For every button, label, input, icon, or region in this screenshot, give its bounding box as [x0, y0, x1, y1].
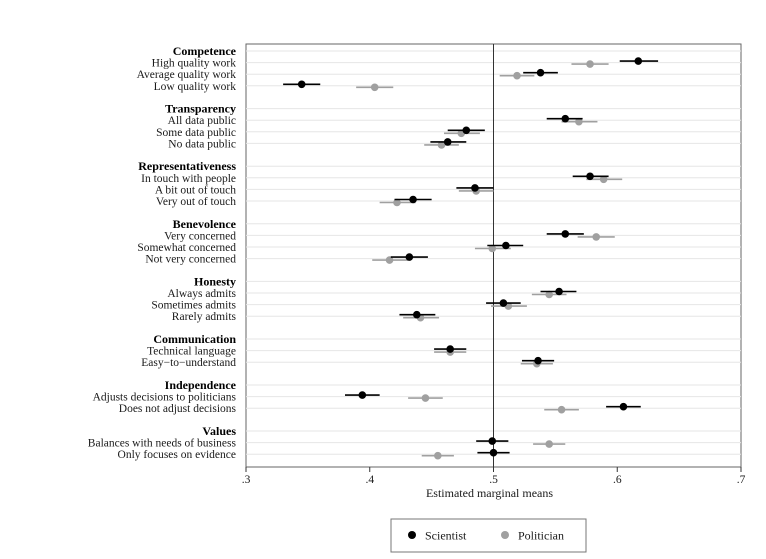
point-scientist [536, 68, 545, 77]
point-scientist [534, 356, 542, 365]
group-header-representativeness: Representativeness [138, 159, 236, 173]
row-label: Technical language [147, 346, 236, 358]
point-scientist [297, 80, 306, 89]
row-label: Average quality work [137, 69, 237, 81]
legend-label-politician: Politician [518, 529, 564, 543]
group-header-communication: Communication [153, 332, 236, 346]
point-scientist [502, 241, 510, 250]
row-label: In touch with people [141, 173, 236, 185]
row-label: All data public [168, 115, 236, 127]
row-label: Easy−to−understand [141, 357, 236, 369]
point-politician [557, 405, 566, 414]
point-politician [421, 394, 430, 402]
point-politician [393, 198, 401, 207]
x-axis: .3 .4 .5 .6 .7 [242, 467, 746, 486]
group-header-transparency: Transparency [165, 102, 236, 116]
point-politician [545, 440, 553, 448]
row-label: High quality work [152, 58, 237, 70]
point-politician [545, 290, 553, 299]
row-label: Some data public [156, 127, 236, 139]
legend-box [390, 518, 587, 553]
point-scientist [488, 437, 497, 445]
row-label: Very concerned [164, 230, 236, 242]
row-label: Not very concerned [145, 254, 236, 266]
legend-marker-scientist [408, 531, 416, 539]
row-label: Does not adjust decisions [119, 403, 237, 415]
x-tick-label: .6 [613, 474, 622, 486]
point-scientist [555, 287, 563, 296]
point-scientist [561, 114, 570, 123]
point-scientist [412, 310, 421, 319]
plot-area [245, 43, 742, 468]
row-label: Always admits [167, 288, 236, 300]
point-scientist [634, 57, 643, 65]
row-label: Very out of touch [156, 196, 236, 208]
point-politician [575, 117, 583, 126]
x-tick-label: .7 [737, 474, 746, 486]
legend-label-scientist: Scientist [425, 529, 467, 543]
point-scientist [405, 253, 414, 261]
point-politician [599, 175, 608, 184]
point-scientist [443, 138, 452, 146]
point-scientist [446, 345, 454, 353]
point-politician [385, 256, 394, 264]
row-label: A bit out of touch [155, 184, 236, 196]
row-label: Balances with needs of business [88, 438, 237, 450]
row-label: Low quality work [154, 81, 237, 93]
group-header-independence: Independence [165, 378, 237, 392]
point-politician [513, 71, 521, 80]
point-scientist [462, 126, 471, 135]
row-label: Adjusts decisions to politicians [93, 392, 237, 404]
group-header-competence: Competence [173, 44, 237, 58]
point-politician [437, 141, 446, 149]
row-label: Sometimes admits [151, 300, 236, 312]
point-scientist [358, 391, 367, 399]
row-label: Rarely admits [172, 311, 237, 323]
point-scientist [409, 195, 417, 204]
row-label: No data public [168, 138, 236, 150]
legend: Scientist Politician [390, 518, 587, 553]
point-politician [434, 451, 442, 460]
row-label: Somewhat concerned [137, 242, 236, 254]
point-politician [488, 244, 497, 253]
point-scientist [586, 172, 594, 181]
point-politician [586, 60, 594, 68]
x-axis-title: Estimated marginal means [426, 486, 553, 500]
x-tick-label: .3 [242, 474, 251, 486]
point-scientist [499, 299, 508, 307]
point-politician [370, 83, 379, 92]
row-label: Only focuses on evidence [118, 449, 236, 461]
group-header-honesty: Honesty [194, 274, 236, 288]
point-scientist [471, 184, 479, 192]
point-scientist [489, 448, 498, 457]
point-scientist [619, 402, 628, 411]
point-scientist [561, 230, 570, 238]
data-marks [283, 57, 659, 460]
group-header-benevolence: Benevolence [173, 217, 237, 231]
x-tick-label: .4 [365, 474, 374, 486]
group-header-values: Values [202, 424, 236, 438]
x-tick-label: .5 [489, 474, 498, 486]
point-politician [592, 233, 601, 241]
legend-marker-politician [501, 531, 509, 539]
